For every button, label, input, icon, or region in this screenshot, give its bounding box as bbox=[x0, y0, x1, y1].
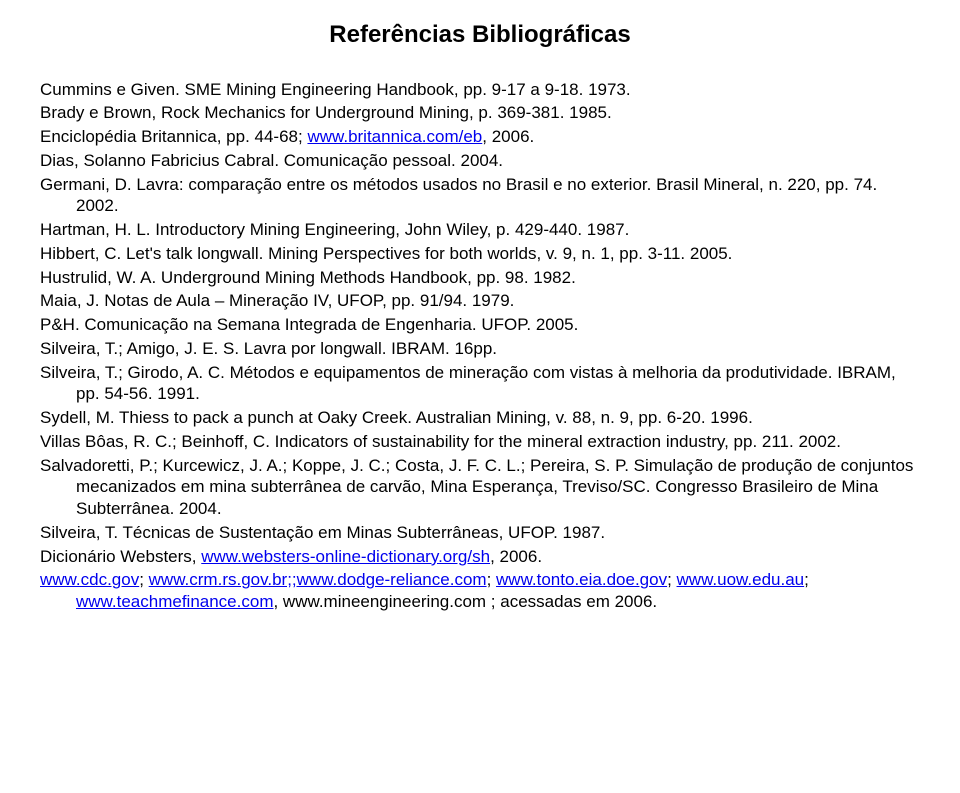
reference-item: Enciclopédia Britannica, pp. 44-68; www.… bbox=[40, 126, 920, 148]
ref-sep: ; bbox=[487, 570, 496, 589]
ref-text: Hustrulid, W. A. Underground Mining Meth… bbox=[40, 268, 576, 287]
page: Referências Bibliográficas Cummins e Giv… bbox=[0, 0, 960, 655]
ref-text: , 2006. bbox=[490, 547, 542, 566]
reference-item: Germani, D. Lavra: comparação entre os m… bbox=[40, 174, 920, 218]
ref-text: Hibbert, C. Let's talk longwall. Mining … bbox=[40, 244, 732, 263]
reference-item: Silveira, T. Técnicas de Sustentação em … bbox=[40, 522, 920, 544]
ref-text: Salvadoretti, P.; Kurcewicz, J. A.; Kopp… bbox=[40, 456, 913, 519]
reference-link[interactable]: www.teachmefinance.com bbox=[76, 592, 273, 611]
ref-sep: ; bbox=[139, 570, 148, 589]
ref-text: Brady e Brown, Rock Mechanics for Underg… bbox=[40, 103, 612, 122]
ref-text: Germani, D. Lavra: comparação entre os m… bbox=[40, 175, 877, 216]
ref-text: Silveira, T. Técnicas de Sustentação em … bbox=[40, 523, 605, 542]
reference-item: Dias, Solanno Fabricius Cabral. Comunica… bbox=[40, 150, 920, 172]
reference-link[interactable]: www.cdc.gov bbox=[40, 570, 139, 589]
reference-item: Cummins e Given. SME Mining Engineering … bbox=[40, 79, 920, 101]
reference-item: Brady e Brown, Rock Mechanics for Underg… bbox=[40, 102, 920, 124]
reference-item: Hibbert, C. Let's talk longwall. Mining … bbox=[40, 243, 920, 265]
reference-link[interactable]: www.uow.edu.au bbox=[677, 570, 805, 589]
reference-item: www.cdc.gov; www.crm.rs.gov.br;;www.dodg… bbox=[40, 569, 920, 613]
ref-text: Sydell, M. Thiess to pack a punch at Oak… bbox=[40, 408, 753, 427]
ref-text: Silveira, T.; Girodo, A. C. Métodos e eq… bbox=[40, 363, 896, 404]
reference-item: Maia, J. Notas de Aula – Mineração IV, U… bbox=[40, 290, 920, 312]
ref-text: Silveira, T.; Amigo, J. E. S. Lavra por … bbox=[40, 339, 497, 358]
ref-sep: ; bbox=[667, 570, 676, 589]
reference-item: Sydell, M. Thiess to pack a punch at Oak… bbox=[40, 407, 920, 429]
reference-link[interactable]: www.tonto.eia.doe.gov bbox=[496, 570, 667, 589]
ref-text: Enciclopédia Britannica, pp. 44-68; bbox=[40, 127, 307, 146]
reference-link[interactable]: www.crm.rs.gov.br;;www.dodge-reliance.co… bbox=[149, 570, 487, 589]
ref-text: Dias, Solanno Fabricius Cabral. Comunica… bbox=[40, 151, 503, 170]
reference-item: Silveira, T.; Amigo, J. E. S. Lavra por … bbox=[40, 338, 920, 360]
ref-text: Villas Bôas, R. C.; Beinhoff, C. Indicat… bbox=[40, 432, 841, 451]
ref-text: Dicionário Websters, bbox=[40, 547, 201, 566]
reference-item: Villas Bôas, R. C.; Beinhoff, C. Indicat… bbox=[40, 431, 920, 453]
ref-text: Cummins e Given. SME Mining Engineering … bbox=[40, 80, 631, 99]
ref-text: P&H. Comunicação na Semana Integrada de … bbox=[40, 315, 578, 334]
page-title: Referências Bibliográficas bbox=[40, 20, 920, 51]
reference-link[interactable]: www.britannica.com/eb bbox=[307, 127, 482, 146]
reference-item: Salvadoretti, P.; Kurcewicz, J. A.; Kopp… bbox=[40, 455, 920, 520]
reference-item: P&H. Comunicação na Semana Integrada de … bbox=[40, 314, 920, 336]
reference-item: Dicionário Websters, www.websters-online… bbox=[40, 546, 920, 568]
reference-item: Hartman, H. L. Introductory Mining Engin… bbox=[40, 219, 920, 241]
reference-item: Hustrulid, W. A. Underground Mining Meth… bbox=[40, 267, 920, 289]
reference-link[interactable]: www.websters-online-dictionary.org/sh bbox=[201, 547, 490, 566]
ref-text: Maia, J. Notas de Aula – Mineração IV, U… bbox=[40, 291, 514, 310]
ref-text: , www.mineengineering.com ; acessadas em… bbox=[273, 592, 657, 611]
reference-item: Silveira, T.; Girodo, A. C. Métodos e eq… bbox=[40, 362, 920, 406]
ref-text: , 2006. bbox=[482, 127, 534, 146]
ref-text: Hartman, H. L. Introductory Mining Engin… bbox=[40, 220, 629, 239]
ref-sep: ; bbox=[804, 570, 809, 589]
